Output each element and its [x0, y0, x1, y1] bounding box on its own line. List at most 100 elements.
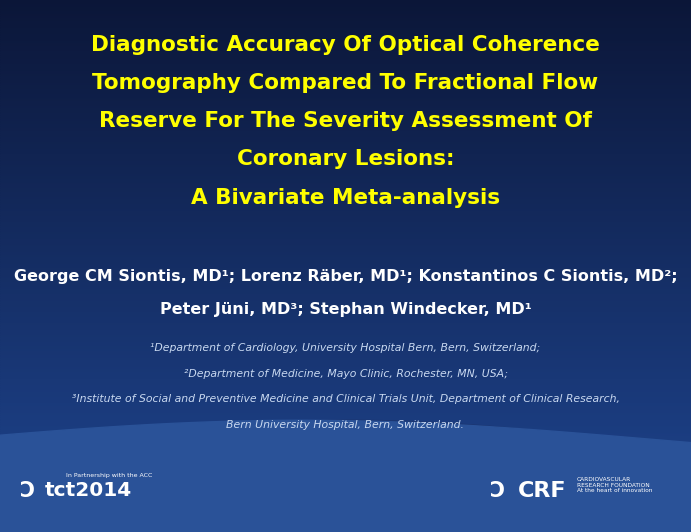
Bar: [0, 112, 691, 113]
Bar: [0, 238, 691, 239]
Bar: [0, 18, 691, 20]
Text: Tomography Compared To Fractional Flow: Tomography Compared To Fractional Flow: [93, 73, 598, 93]
Bar: [0, 27, 691, 28]
Bar: [0, 500, 691, 502]
Text: Bern University Hospital, Bern, Switzerland.: Bern University Hospital, Bern, Switzerl…: [227, 420, 464, 430]
Bar: [0, 520, 691, 521]
Bar: [0, 371, 691, 372]
Bar: [0, 232, 691, 234]
Bar: [0, 401, 691, 403]
Bar: [0, 81, 691, 84]
Bar: [0, 248, 691, 250]
Bar: [0, 176, 691, 177]
Bar: [0, 270, 691, 271]
Bar: [0, 110, 691, 112]
Bar: [0, 197, 691, 198]
Text: Coronary Lesions:: Coronary Lesions:: [237, 149, 454, 170]
Bar: [0, 142, 691, 144]
Bar: [0, 344, 691, 346]
Bar: [0, 374, 691, 376]
Polygon shape: [0, 420, 691, 532]
Bar: [0, 294, 691, 296]
Bar: [0, 154, 691, 156]
Bar: [0, 169, 691, 170]
Bar: [0, 518, 691, 520]
Bar: [0, 326, 691, 328]
Bar: [0, 314, 691, 315]
Bar: [0, 390, 691, 392]
Bar: [0, 11, 691, 12]
Bar: [0, 182, 691, 185]
Bar: [0, 128, 691, 129]
Bar: [0, 266, 691, 268]
Bar: [0, 12, 691, 14]
Bar: [0, 250, 691, 252]
Bar: [0, 53, 691, 55]
Bar: [0, 21, 691, 23]
Bar: [0, 470, 691, 472]
Bar: [0, 483, 691, 484]
Bar: [0, 87, 691, 89]
Bar: [0, 431, 691, 433]
Bar: [0, 113, 691, 115]
Bar: [0, 39, 691, 41]
Bar: [0, 239, 691, 241]
Bar: [0, 498, 691, 500]
Bar: [0, 369, 691, 371]
Bar: [0, 505, 691, 507]
Bar: [0, 447, 691, 448]
Bar: [0, 149, 691, 151]
Bar: [0, 4, 691, 5]
Text: In Partnership with the ACC: In Partnership with the ACC: [66, 473, 152, 478]
Bar: [0, 151, 691, 153]
Text: Ɔ: Ɔ: [20, 480, 35, 501]
Bar: [0, 347, 691, 350]
Bar: [0, 459, 691, 461]
Bar: [0, 280, 691, 282]
Bar: [0, 351, 691, 353]
Bar: [0, 321, 691, 323]
Bar: [0, 32, 691, 34]
Text: Peter Jüni, MD³; Stephan Windecker, MD¹: Peter Jüni, MD³; Stephan Windecker, MD¹: [160, 302, 531, 317]
Bar: [0, 496, 691, 498]
Bar: [0, 57, 691, 59]
Bar: [0, 59, 691, 60]
Bar: [0, 293, 691, 294]
Bar: [0, 190, 691, 192]
Bar: [0, 163, 691, 165]
Bar: [0, 195, 691, 197]
Bar: [0, 264, 691, 266]
Bar: [0, 268, 691, 270]
Bar: [0, 310, 691, 312]
Bar: [0, 135, 691, 137]
Bar: [0, 376, 691, 378]
Bar: [0, 209, 691, 211]
Bar: [0, 438, 691, 440]
Bar: [0, 502, 691, 504]
Bar: [0, 305, 691, 307]
Bar: [0, 48, 691, 49]
Bar: [0, 429, 691, 431]
Bar: [0, 527, 691, 528]
Bar: [0, 252, 691, 254]
Text: tct2014: tct2014: [45, 481, 132, 500]
Bar: [0, 303, 691, 305]
Bar: [0, 174, 691, 176]
Bar: [0, 271, 691, 273]
Bar: [0, 504, 691, 505]
Bar: [0, 337, 691, 339]
Bar: [0, 43, 691, 44]
Bar: [0, 424, 691, 426]
Bar: [0, 442, 691, 443]
Bar: [0, 46, 691, 48]
Bar: [0, 179, 691, 181]
Bar: [0, 0, 691, 2]
Bar: [0, 360, 691, 362]
Bar: [0, 350, 691, 351]
Bar: [0, 201, 691, 202]
Bar: [0, 422, 691, 424]
Bar: [0, 177, 691, 179]
Bar: [0, 211, 691, 213]
Bar: [0, 69, 691, 71]
Bar: [0, 445, 691, 447]
